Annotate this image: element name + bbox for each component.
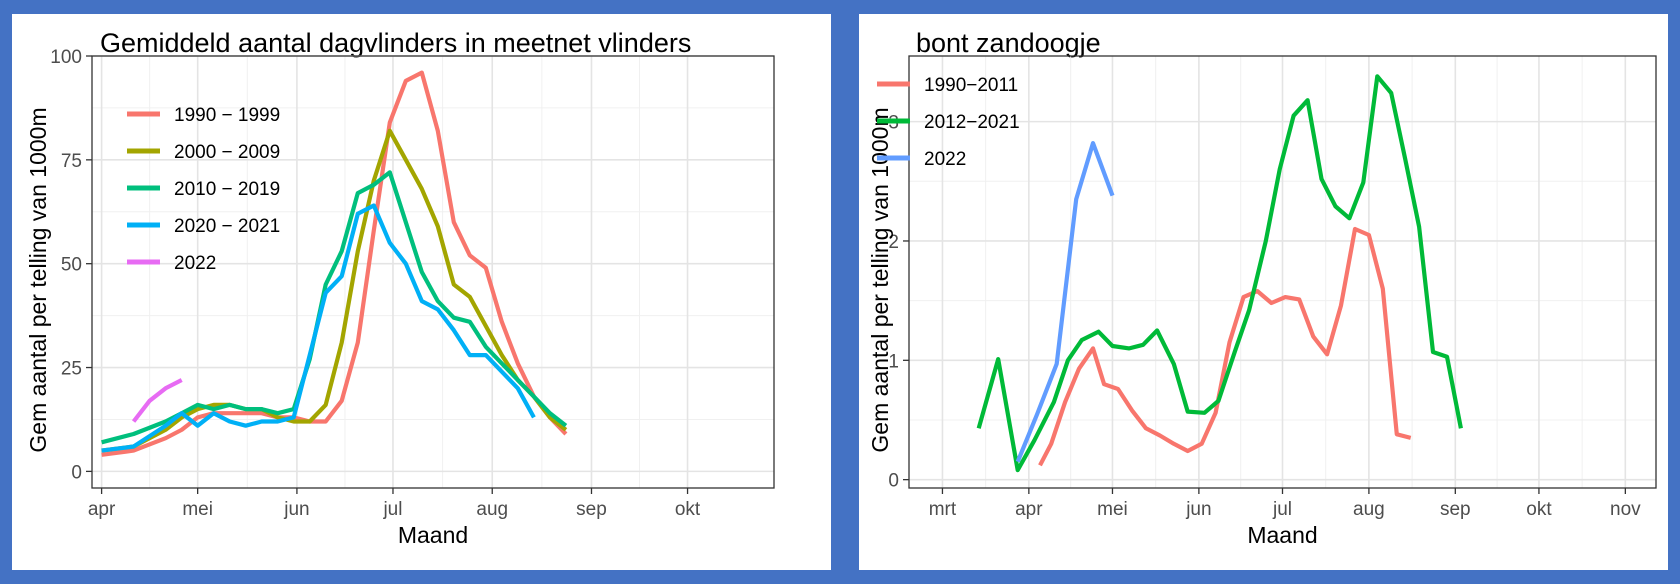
bont-zandoogje-line-chart: mrtaprmeijunjulaugsepoktnov0123MaandGem … [867, 55, 1657, 548]
legend-label-0: 1990 − 1999 [174, 105, 280, 126]
series-line-2 [101, 170, 568, 445]
plot-area: mrtaprmeijunjulaugsepoktnov0123MaandGem … [867, 55, 1657, 548]
series-line-2 [1015, 141, 1115, 463]
y-tick-label: 2 [888, 232, 899, 253]
y-tick-label: 0 [71, 462, 82, 483]
series-line-0 [1038, 226, 1412, 467]
y-tick-label: 1 [888, 351, 899, 372]
legend-label-1: 2000 − 2009 [174, 142, 280, 163]
legend-label-2: 2022 [924, 149, 966, 170]
y-tick-label: 25 [61, 359, 82, 380]
x-tick-label: mrt [929, 499, 957, 520]
y-tick-label: 75 [61, 151, 82, 172]
x-tick-label: mei [182, 499, 213, 520]
series-line-1 [976, 74, 1463, 473]
y-tick-label: 50 [61, 255, 82, 276]
legend: 1990 − 1999 2000 − 2009 2010 − 2019 2020 − … [127, 105, 280, 274]
right-chart-panel: bont zandoogje mrt apr mei jun jul aug sep okt n… [859, 14, 1668, 570]
x-tick-label: apr [1015, 499, 1043, 520]
x-tick-label: jun [283, 499, 309, 520]
x-tick-label: okt [1526, 499, 1552, 520]
series-line-4 [131, 378, 183, 423]
x-tick-label: jun [1185, 499, 1211, 520]
y-axis-title: Gem aantal per telling van 1000m [867, 107, 893, 452]
left-chart-panel: Gemiddeld aantal dagvlinders in meetnet … [12, 14, 831, 570]
legend: 1990−2011 2012−2021 2022 [877, 75, 1020, 170]
x-axis-title: Maand [398, 522, 468, 548]
plot-area: apr mei jun jul aug sep okt 0 25 50 75 100 Maand Gem … [25, 47, 775, 548]
x-tick-label: jul [382, 499, 402, 520]
series-line-1 [101, 128, 568, 453]
x-tick-label: jul [1272, 499, 1292, 520]
x-tick-label: apr [88, 499, 116, 520]
x-tick-label: mei [1097, 499, 1128, 520]
x-tick-label: sep [1440, 499, 1471, 520]
legend-label-4: 2022 [174, 253, 216, 274]
x-tick-label: nov [1610, 499, 1641, 520]
y-tick-label: 0 [888, 471, 899, 492]
y-tick-label: 100 [50, 47, 82, 68]
butterfly-count-line-chart: apr mei jun jul aug sep okt 0 25 50 75 100 Maand Gem … [25, 47, 775, 548]
x-tick-label: okt [675, 499, 701, 520]
plot-border [91, 55, 775, 489]
x-axis-title: Maand [1247, 522, 1317, 548]
x-tick-label: aug [476, 499, 508, 520]
series-line-3 [101, 203, 536, 453]
legend-label-2: 2010 − 2019 [174, 179, 280, 200]
legend-label-1: 2012−2021 [924, 112, 1020, 133]
series-line-0 [101, 70, 568, 457]
y-axis-title: Gem aantal per telling van 1000m [25, 107, 51, 452]
legend-label-0: 1990−2011 [924, 75, 1018, 96]
x-tick-label: aug [1353, 499, 1385, 520]
x-tick-label: sep [576, 499, 607, 520]
chart-title: Gemiddeld aantal dagvlinders in meetnet … [100, 28, 692, 58]
legend-label-3: 2020 − 2021 [174, 216, 280, 237]
chart-title: bont zandoogje [916, 28, 1101, 58]
